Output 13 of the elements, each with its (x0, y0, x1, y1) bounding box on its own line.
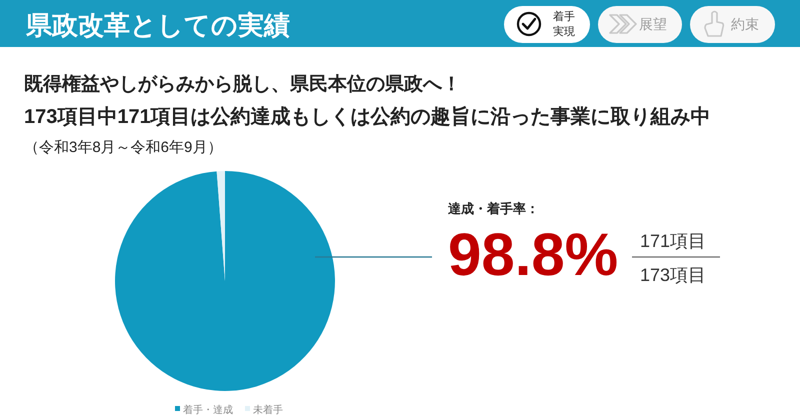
title: 県政改革としての実績 (26, 10, 290, 40)
annotation: 173項目 (640, 265, 706, 285)
tab-label: 展望 (639, 16, 667, 32)
annotation: 達成・着手率： (448, 201, 539, 216)
annotation: （令和3年8月～令和6年9月） (24, 139, 222, 156)
value-label: 98.8% (448, 221, 618, 288)
annotation: 173項目中171項目は公約達成もしくは公約の趣旨に沿った事業に取り組み中 (24, 106, 711, 128)
subtitle: 既得権益やしがらみから脱し、県民本位の県政へ！ (24, 74, 461, 95)
tab-label: 約束 (731, 16, 759, 32)
annotation: 171項目 (640, 231, 706, 251)
legend: 着手・達成 (183, 405, 233, 416)
tab-label: 着手実現 (553, 11, 575, 38)
legend: 未着手 (253, 405, 283, 416)
